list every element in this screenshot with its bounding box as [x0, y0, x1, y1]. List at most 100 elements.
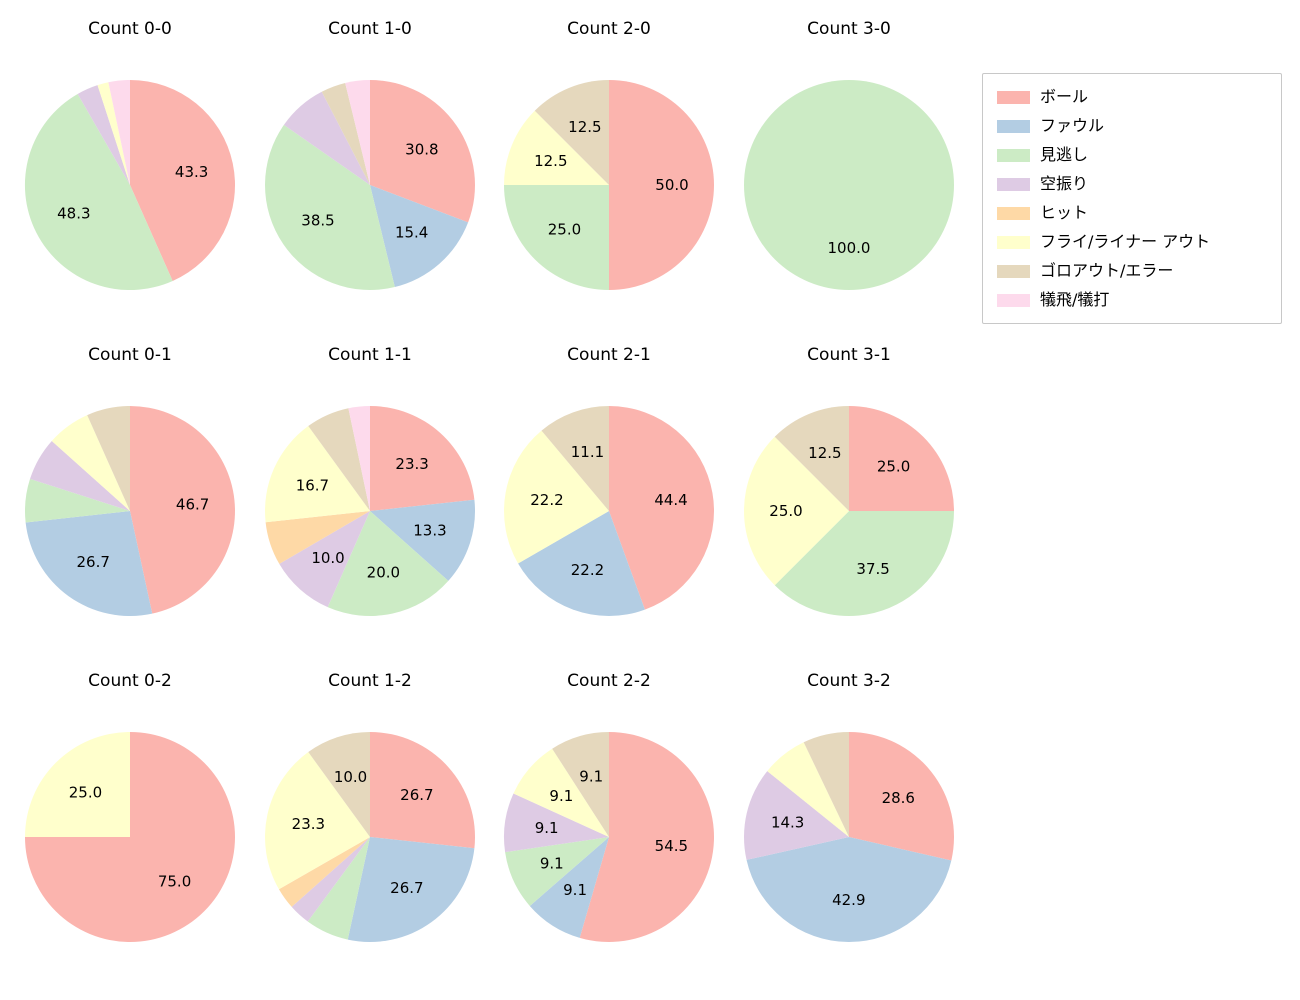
pie-slice	[308, 408, 370, 511]
pie-chart-count-1-2: Count 1-2 26.7 26.7 23.3 10.0	[250, 667, 490, 957]
slice-label: 9.1	[535, 819, 559, 837]
pie-slice	[774, 406, 849, 511]
chart-title: Count 3-2	[807, 671, 891, 691]
slice-label: 30.8	[405, 140, 438, 158]
slice-label: 37.5	[856, 560, 889, 578]
pie-chart-count-3-2: Count 3-2 28.6 42.9 14.3	[729, 667, 969, 957]
slice-label: 25.0	[769, 502, 802, 520]
pie-slice	[77, 85, 130, 185]
slice-label: 22.2	[571, 561, 604, 579]
slice-label: 13.3	[413, 521, 446, 539]
legend-label: ヒット	[1040, 203, 1089, 222]
pie-slice	[552, 732, 609, 837]
slice-label: 12.5	[534, 152, 567, 170]
pie-slice	[30, 440, 130, 511]
pie-slice	[803, 732, 849, 837]
legend-swatch	[997, 293, 1030, 307]
pie-slice	[327, 511, 449, 616]
pie-chart-count-2-1: Count 2-1 44.4 22.2 22.2 11.1	[489, 341, 729, 631]
pie-slice	[130, 80, 236, 281]
pie-slice	[744, 80, 954, 290]
pie: 100.0	[744, 80, 954, 290]
slice-label: 50.0	[655, 176, 688, 194]
pie-slice	[24, 93, 173, 291]
slice-label: 54.5	[655, 837, 688, 855]
legend-swatch	[997, 264, 1030, 278]
pie-slice	[504, 110, 609, 185]
pie-slice	[609, 80, 714, 290]
pie-chart-count-0-1: Count 0-1 46.7 26.7	[10, 341, 250, 631]
pie-chart-count-0-0: Count 0-0 43.3 48.3	[10, 15, 250, 305]
pie-slice	[579, 732, 715, 942]
chart-title: Count 0-1	[88, 345, 172, 365]
slice-label: 10.0	[311, 549, 344, 567]
pie-slice	[370, 406, 475, 511]
slice-label: 26.7	[76, 553, 109, 571]
legend-swatch	[997, 148, 1030, 162]
pie: 43.3 48.3	[24, 80, 236, 291]
pie-chart-count-1-1: Count 1-1 23.3 13.3 20.0 10.0 16.7	[250, 341, 490, 631]
pie-slice	[130, 406, 235, 614]
slice-label: 75.0	[158, 873, 191, 891]
legend-swatch	[997, 177, 1030, 191]
pie-slice	[505, 837, 609, 906]
slice-label: 48.3	[57, 205, 90, 223]
slice-label: 28.6	[882, 789, 915, 807]
legend-swatch	[997, 206, 1030, 220]
pie: 75.0 25.0	[25, 732, 235, 942]
slice-label: 11.1	[571, 443, 604, 461]
slice-label: 14.3	[771, 814, 804, 832]
pie-slice	[265, 124, 395, 290]
slice-label: 9.1	[579, 768, 603, 786]
legend-item-ball: ボール	[997, 87, 1267, 107]
chart-title: Count 2-1	[567, 345, 651, 365]
slice-label: 44.4	[654, 491, 687, 509]
pie-slice	[849, 406, 954, 511]
chart-title: Count 3-1	[807, 345, 891, 365]
chart-title: Count 1-1	[328, 345, 412, 365]
slice-label: 15.4	[395, 223, 428, 241]
legend-item-fly-liner-out: フライ/ライナー アウト	[997, 232, 1267, 252]
legend-item-swinging-strike: 空振り	[997, 174, 1267, 194]
pie-slice	[513, 748, 609, 837]
pie-slice	[265, 511, 370, 564]
pie-slice	[24, 478, 131, 523]
pie: 26.7 26.7 23.3 10.0	[264, 732, 475, 942]
legend-label: フライ/ライナー アウト	[1040, 232, 1211, 251]
slice-label: 26.7	[390, 879, 423, 897]
slice-label: 26.7	[400, 786, 433, 804]
pie-slice	[746, 837, 952, 943]
slice-label: 100.0	[828, 239, 871, 257]
chart-title: Count 3-0	[807, 19, 891, 39]
legend-label: ファウル	[1040, 116, 1105, 135]
chart-title: Count 0-0	[88, 19, 172, 39]
legend-swatch	[997, 119, 1030, 133]
pie-slice	[348, 406, 370, 511]
pie-slice	[743, 436, 849, 586]
legend-item-called-strike: 見逃し	[997, 145, 1267, 165]
pie-slice	[347, 837, 475, 942]
chart-title: Count 2-2	[567, 671, 651, 691]
pie-slice	[25, 732, 130, 837]
slice-label: 16.7	[296, 476, 329, 494]
pie: 23.3 13.3 20.0 10.0 16.7	[265, 406, 475, 616]
pie-slice	[87, 406, 130, 511]
slice-label: 43.3	[175, 163, 208, 181]
pie: 54.5 9.1 9.1 9.1 9.1 9.1	[503, 732, 715, 942]
pie-slice	[370, 80, 475, 223]
chart-title: Count 2-0	[567, 19, 651, 39]
slice-label: 46.7	[176, 495, 209, 513]
legend-label: ゴロアウト/エラー	[1040, 261, 1174, 280]
pie-slice	[503, 793, 609, 853]
pie-slice	[307, 837, 370, 940]
pie-slice	[743, 771, 849, 860]
pie-chart-count-2-2: Count 2-2 54.5 9.1 9.1 9.1 9.1 9.1	[489, 667, 729, 957]
pie-slice	[97, 82, 130, 185]
legend-label: 見逃し	[1040, 145, 1089, 164]
slice-label: 22.2	[530, 491, 563, 509]
slice-label: 23.3	[292, 815, 325, 833]
pie-slice	[504, 185, 609, 290]
pie: 44.4 22.2 22.2 11.1	[504, 406, 715, 617]
pie-slice	[278, 837, 370, 907]
pie: 28.6 42.9 14.3	[743, 732, 955, 943]
